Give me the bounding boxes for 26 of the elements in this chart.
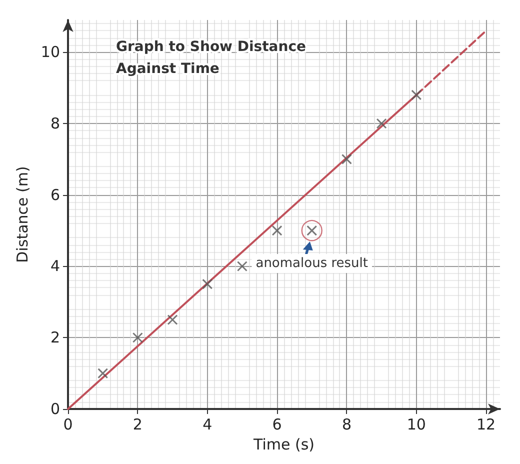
x-axis-title: Time (s) <box>252 436 314 454</box>
y-tick-label: 2 <box>50 328 60 347</box>
x-tick-label: 8 <box>342 416 352 434</box>
x-tick-label: 12 <box>476 416 496 434</box>
x-tick-label: 10 <box>406 416 426 434</box>
text: Graph to Show Distance Against Time <box>116 39 311 77</box>
point <box>167 314 178 326</box>
x-tick-label: 0 <box>63 416 73 434</box>
point <box>341 154 352 164</box>
point <box>132 332 143 343</box>
point <box>272 225 282 236</box>
y-tick-label: 4 <box>50 257 60 276</box>
point <box>411 90 422 100</box>
x-tick-label: 2 <box>132 416 142 434</box>
point <box>98 368 108 379</box>
annotation: anomalous result <box>256 256 368 272</box>
y-tick-label: 8 <box>50 114 60 132</box>
x-tick-label: 6 <box>272 416 282 434</box>
y-axis-title: Distance (m) <box>14 166 32 263</box>
y-tick-label: 10 <box>40 43 60 62</box>
point <box>236 261 248 272</box>
x-tick-label: 4 <box>202 416 212 434</box>
y-tick-label: 0 <box>50 400 60 418</box>
y-tick-label: 6 <box>50 186 60 204</box>
point <box>202 278 213 290</box>
point <box>376 118 387 129</box>
